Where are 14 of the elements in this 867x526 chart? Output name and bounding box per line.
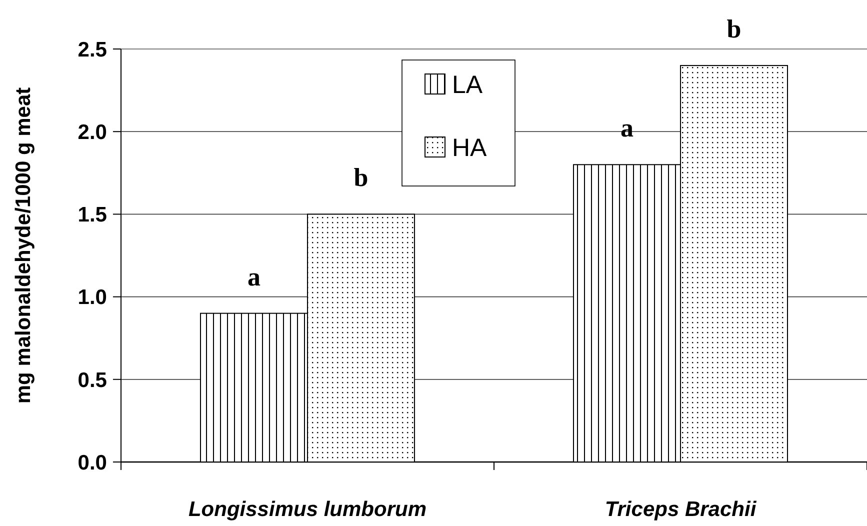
- legend-label: HA: [452, 134, 488, 162]
- annotation: a: [248, 262, 260, 292]
- y-tick-label: 0.0: [78, 451, 107, 474]
- legend-label: LA: [452, 70, 483, 99]
- y-tick-label: 2.5: [78, 38, 108, 62]
- x-tick-label: Triceps Brachii: [604, 498, 758, 521]
- x-tick-label: Longissimus lumborum: [188, 498, 427, 521]
- annotation: b: [354, 163, 368, 192]
- y-axis-title: mg malonaldehyde/1000 g meat: [12, 87, 35, 404]
- y-tick-label: 2.0: [78, 120, 107, 144]
- annotation: b: [726, 14, 742, 44]
- y-tick-label: 1.5: [78, 204, 108, 227]
- y-tick-label: 0.5: [78, 368, 108, 392]
- y-tick-label: 1.0: [78, 286, 107, 310]
